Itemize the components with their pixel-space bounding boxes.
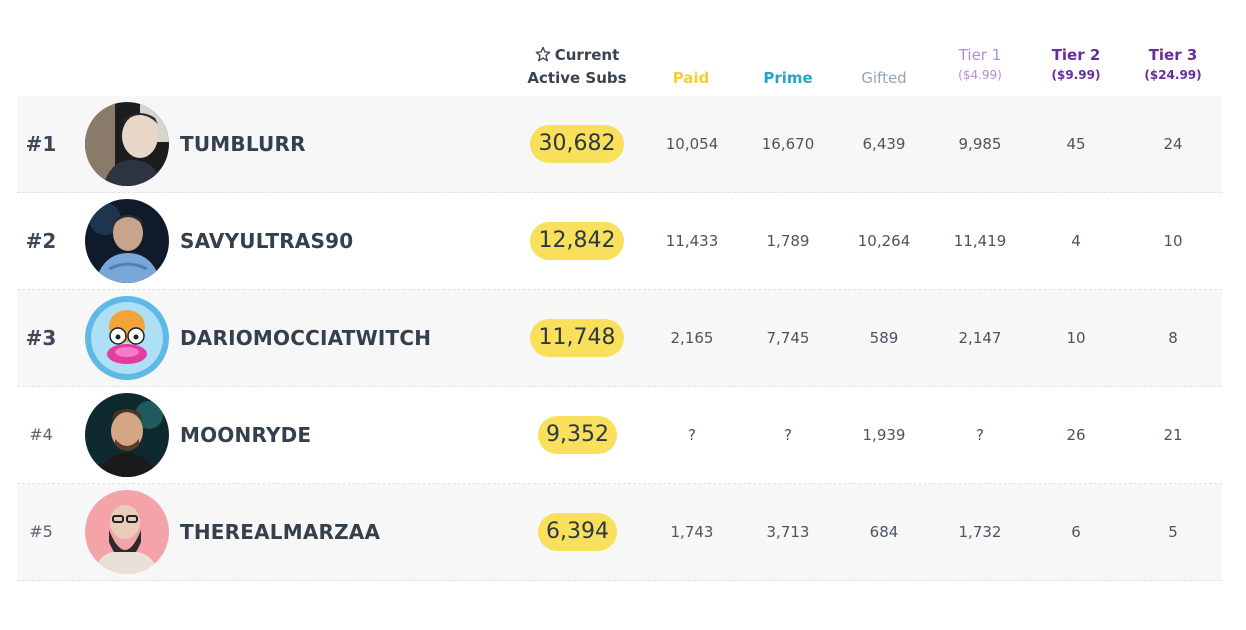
header-tier2-price: ($9.99) [1051, 68, 1101, 82]
prime-value: ? [784, 426, 792, 444]
rank-label: #1 [25, 132, 57, 156]
tier2-value: 26 [1066, 426, 1086, 444]
header-tier2-label: Tier 2 [1051, 46, 1101, 64]
table-row[interactable]: #3 DARIOMOCCIATWITCH 11,748 2,165 7,745 … [17, 290, 1222, 387]
prime-value: 3,713 [766, 523, 810, 541]
tier3-value: 10 [1163, 232, 1183, 250]
tier1-value: ? [976, 426, 984, 444]
leaderboard-table: #1 TUMBLURR 30,682 10,054 16,670 6,439 9… [17, 96, 1222, 581]
tier2-value: 6 [1071, 523, 1081, 541]
current-subs-badge: 11,748 [530, 319, 624, 357]
avatar[interactable] [85, 296, 169, 380]
paid-value: 10,054 [665, 135, 719, 153]
header-tier2[interactable]: Tier 2 ($9.99) [1028, 44, 1124, 83]
paid-value: 1,743 [670, 523, 714, 541]
rank-label: #2 [25, 229, 57, 253]
header-tier3-label: Tier 3 [1148, 46, 1198, 64]
table-row[interactable]: #2 SAVYULTRAS90 12,842 11,433 1,789 10,2… [17, 193, 1222, 290]
prime-value: 16,670 [761, 135, 815, 153]
table-header: Current Active Subs Paid Prime Gifted Ti… [0, 44, 1246, 96]
tier3-value: 24 [1163, 135, 1183, 153]
header-tier1-price: ($4.99) [958, 68, 1002, 82]
paid-value: 11,433 [665, 232, 719, 250]
tier1-value: 1,732 [958, 523, 1002, 541]
header-tier1[interactable]: Tier 1 ($4.99) [932, 44, 1028, 83]
header-paid[interactable]: Paid [672, 69, 710, 87]
current-subs-badge: 12,842 [530, 222, 624, 260]
gifted-value: 589 [869, 329, 899, 347]
gifted-value: 6,439 [862, 135, 906, 153]
tier3-value: 21 [1163, 426, 1183, 444]
header-tier3[interactable]: Tier 3 ($24.99) [1125, 44, 1221, 83]
table-row[interactable]: #4 MOONRYDE 9,352 ? ? 1,939 ? 26 21 [17, 387, 1222, 484]
streamer-name[interactable]: SAVYULTRAS90 [180, 229, 354, 253]
avatar[interactable] [85, 199, 169, 283]
header-gifted[interactable]: Gifted [861, 69, 907, 87]
paid-value: 2,165 [670, 329, 714, 347]
table-row[interactable]: #5 THEREALMARZAA 6,394 1,743 3,713 684 1… [17, 484, 1222, 581]
streamer-name[interactable]: DARIOMOCCIATWITCH [180, 326, 432, 350]
rank-label: #3 [25, 326, 57, 350]
tier3-value: 5 [1168, 523, 1178, 541]
current-subs-badge: 30,682 [530, 125, 624, 163]
tier1-value: 9,985 [958, 135, 1002, 153]
header-current-active-subs[interactable]: Current Active Subs [520, 44, 634, 90]
rank-label: #5 [29, 522, 53, 541]
streamer-name[interactable]: MOONRYDE [180, 423, 312, 447]
tier2-value: 10 [1066, 329, 1086, 347]
gifted-value: 684 [869, 523, 899, 541]
avatar[interactable] [85, 490, 169, 574]
table-row[interactable]: #1 TUMBLURR 30,682 10,054 16,670 6,439 9… [17, 96, 1222, 193]
current-subs-badge: 9,352 [538, 416, 617, 454]
header-prime[interactable]: Prime [763, 69, 813, 87]
tier3-value: 8 [1168, 329, 1178, 347]
avatar[interactable] [85, 393, 169, 477]
star-icon [535, 46, 551, 62]
header-tier3-price: ($24.99) [1144, 68, 1202, 82]
current-subs-badge: 6,394 [538, 513, 617, 551]
streamer-name[interactable]: TUMBLURR [180, 132, 306, 156]
avatar[interactable] [85, 102, 169, 186]
tier2-value: 4 [1071, 232, 1081, 250]
prime-value: 7,745 [766, 329, 810, 347]
tier2-value: 45 [1066, 135, 1086, 153]
prime-value: 1,789 [766, 232, 810, 250]
header-active-subs-label: Active Subs [527, 69, 627, 87]
header-current-label: Current [554, 46, 620, 64]
gifted-value: 10,264 [857, 232, 911, 250]
paid-value: ? [688, 426, 696, 444]
tier1-value: 11,419 [953, 232, 1007, 250]
gifted-value: 1,939 [862, 426, 906, 444]
header-tier1-label: Tier 1 [958, 46, 1002, 64]
streamer-name[interactable]: THEREALMARZAA [180, 520, 381, 544]
rank-label: #4 [29, 425, 53, 444]
tier1-value: 2,147 [958, 329, 1002, 347]
